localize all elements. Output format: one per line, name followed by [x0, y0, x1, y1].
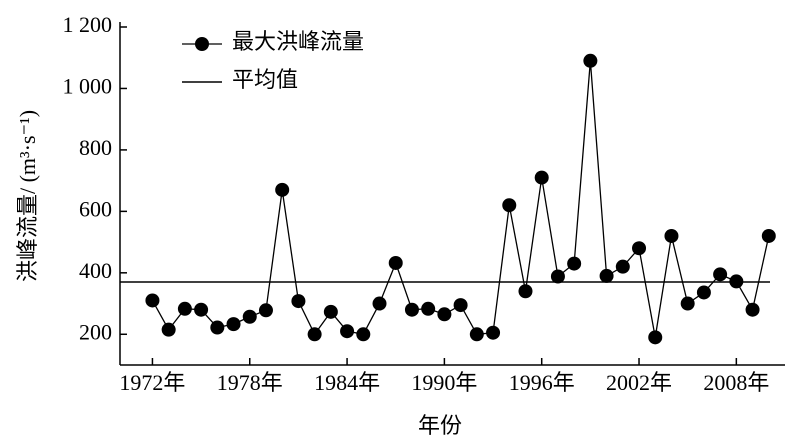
y-tick-label: 400 — [79, 258, 112, 283]
data-point — [275, 182, 290, 197]
legend-label: 平均值 — [232, 67, 298, 92]
data-point — [745, 302, 760, 317]
data-point — [550, 269, 565, 284]
data-point — [518, 284, 533, 299]
data-point — [648, 330, 663, 345]
data-line — [151, 60, 770, 338]
data-point — [599, 268, 614, 283]
data-point — [761, 228, 776, 243]
data-point — [177, 301, 192, 316]
data-point — [404, 302, 419, 317]
data-point — [486, 325, 501, 340]
data-point — [437, 307, 452, 322]
data-point — [161, 322, 176, 337]
y-tick-label: 800 — [79, 135, 112, 160]
data-point — [307, 327, 322, 342]
x-tick-label: 1972年 — [119, 370, 185, 395]
x-tick-label: 2008年 — [703, 370, 769, 395]
data-point — [372, 296, 387, 311]
data-point — [680, 296, 695, 311]
data-point — [226, 317, 241, 332]
data-point — [664, 228, 679, 243]
data-point — [696, 285, 711, 300]
data-point — [729, 274, 744, 289]
x-tick-label: 1990年 — [411, 370, 477, 395]
data-point — [145, 293, 160, 308]
data-point — [210, 320, 225, 335]
data-point — [340, 324, 355, 339]
data-point — [421, 301, 436, 316]
x-tick-label: 1996年 — [509, 370, 575, 395]
x-tick-label: 2002年 — [606, 370, 672, 395]
y-axis-label: 洪峰流量/ (m³·s⁻¹) — [15, 110, 40, 282]
data-point — [632, 241, 647, 256]
y-tick-label: 1 200 — [63, 12, 113, 37]
x-axis-label: 年份 — [418, 413, 462, 438]
x-tick-label: 1978年 — [217, 370, 283, 395]
x-tick-label: 1984年 — [314, 370, 380, 395]
legend-label: 最大洪峰流量 — [232, 29, 364, 54]
data-point — [534, 170, 549, 185]
legend-marker — [195, 37, 209, 51]
data-point — [453, 298, 468, 313]
data-point — [567, 256, 582, 271]
data-point — [258, 303, 273, 318]
data-point — [615, 259, 630, 274]
data-point — [291, 294, 306, 309]
data-point — [713, 267, 728, 282]
y-tick-label: 200 — [79, 319, 112, 344]
y-tick-label: 600 — [79, 196, 112, 221]
data-point — [583, 53, 598, 68]
data-point — [388, 255, 403, 270]
data-point — [356, 327, 371, 342]
data-point — [502, 198, 517, 213]
y-tick-label: 1 000 — [63, 74, 113, 99]
data-point — [469, 327, 484, 342]
data-point — [194, 302, 209, 317]
data-point — [242, 309, 257, 324]
data-point — [323, 304, 338, 319]
